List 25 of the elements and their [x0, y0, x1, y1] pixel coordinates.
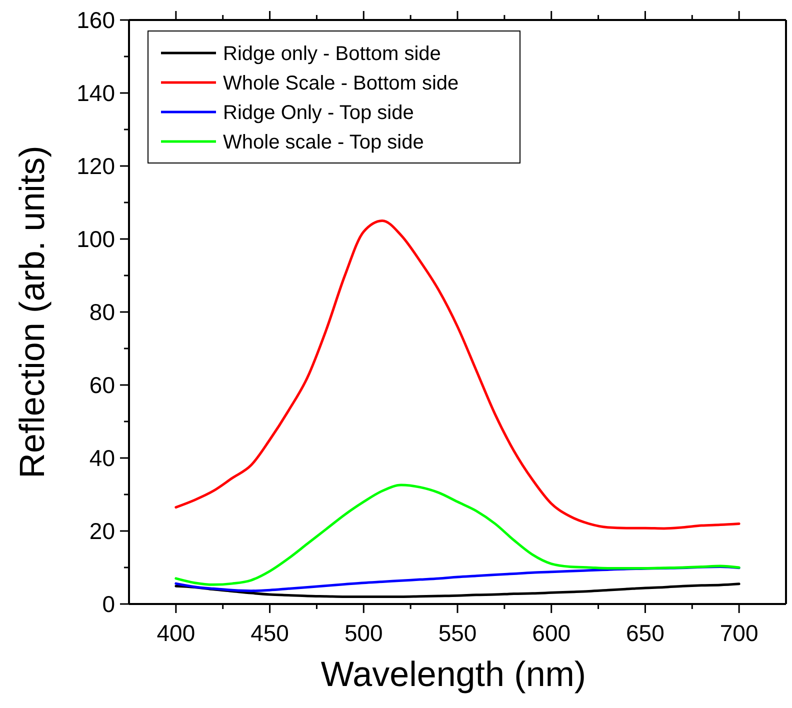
y-tick-label: 140	[76, 80, 115, 106]
y-tick-label: 60	[89, 372, 115, 398]
y-tick-label: 100	[76, 226, 115, 252]
line-series	[174, 484, 740, 586]
legend-label: Ridge Only - Top side	[223, 102, 414, 124]
legend-label: Ridge only - Bottom side	[223, 43, 441, 65]
x-tick-label: 550	[438, 620, 477, 646]
legend-label: Whole scale - Top side	[223, 132, 424, 154]
x-axis-title: Wavelength (nm)	[320, 655, 586, 694]
legend-label: Whole Scale - Bottom side	[223, 72, 459, 94]
x-tick-label: 650	[626, 620, 664, 646]
y-tick-label: 20	[89, 518, 115, 544]
x-tick-label: 450	[250, 620, 289, 646]
x-tick-label: 400	[156, 620, 196, 646]
y-tick-label: 160	[76, 7, 115, 34]
y-tick-label: 40	[89, 445, 115, 472]
line-series	[174, 582, 740, 598]
y-tick-label: 120	[76, 153, 115, 180]
x-tick-label: 700	[720, 620, 758, 646]
x-tick-label: 500	[344, 620, 383, 646]
y-tick-label: 80	[89, 299, 115, 326]
x-tick-label: 600	[532, 620, 571, 646]
line-series	[174, 220, 740, 530]
y-axis-title: Reflection (arb. units)	[13, 146, 52, 478]
y-tick-label: 0	[102, 591, 115, 618]
